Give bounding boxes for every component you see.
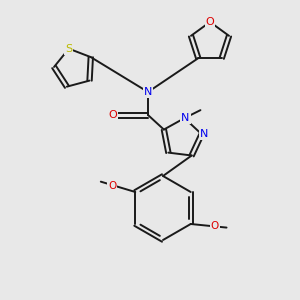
Text: O: O xyxy=(211,221,219,231)
Text: S: S xyxy=(65,44,72,54)
Text: N: N xyxy=(181,113,190,123)
Text: O: O xyxy=(206,17,214,27)
Text: N: N xyxy=(144,87,152,97)
Text: O: O xyxy=(109,110,117,120)
Text: N: N xyxy=(200,129,208,139)
Text: O: O xyxy=(108,181,116,191)
